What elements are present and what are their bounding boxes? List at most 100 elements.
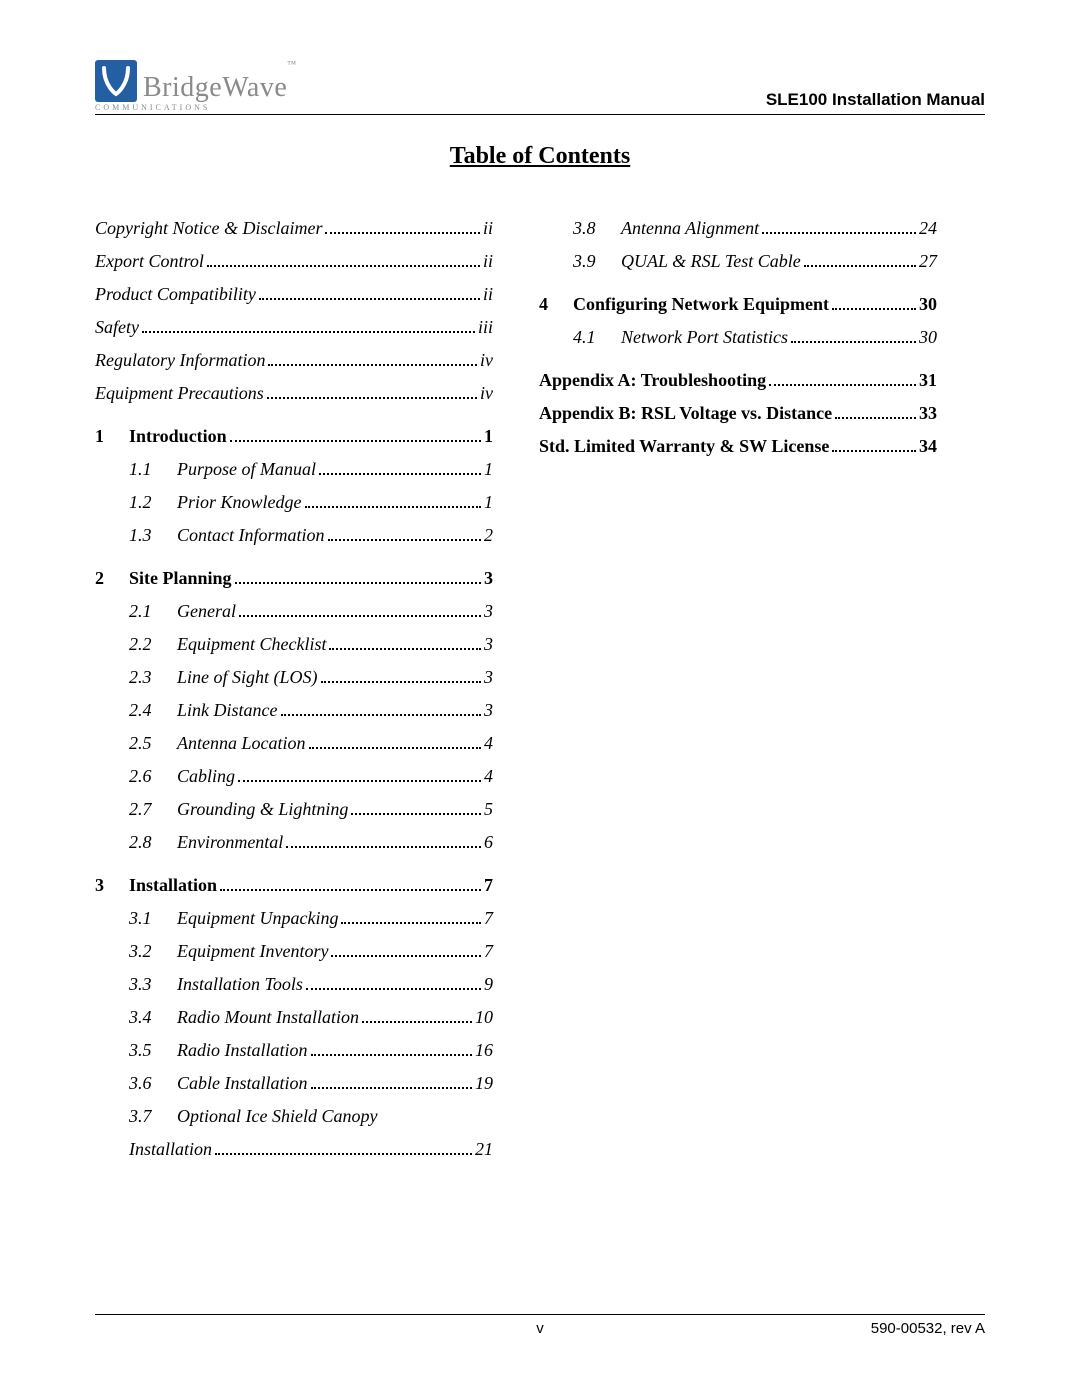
toc-subsection-number: 1.3 — [129, 525, 177, 546]
toc-entry: Safetyiii — [95, 317, 493, 338]
toc-entry: Copyright Notice & Disclaimerii — [95, 218, 493, 239]
toc-page-number: iv — [480, 383, 493, 404]
wave-icon — [99, 64, 133, 98]
toc-entry: Appendix B: RSL Voltage vs. Distance33 — [539, 403, 937, 424]
toc-subsection-number: 4.1 — [573, 327, 621, 348]
toc-label: Purpose of Manual — [177, 459, 316, 480]
toc-subsection-number: 3.8 — [573, 218, 621, 239]
toc-subsection-number: 1.2 — [129, 492, 177, 513]
toc-leader-dots — [230, 440, 481, 442]
toc-subsection-number: 2.7 — [129, 799, 177, 820]
toc-entry: 1.3Contact Information2 — [95, 525, 493, 546]
toc-label: QUAL & RSL Test Cable — [621, 251, 801, 272]
toc-entry: 3.1Equipment Unpacking7 — [95, 908, 493, 929]
page-footer: v 590-00532, rev A — [95, 1314, 985, 1337]
toc-entry: 2Site Planning3 — [95, 568, 493, 589]
toc-leader-dots — [325, 232, 480, 234]
toc-leader-dots — [791, 341, 916, 343]
toc-entry: Regulatory Informationiv — [95, 350, 493, 371]
toc-subsection-number: 2.8 — [129, 832, 177, 853]
toc-leader-dots — [281, 714, 482, 716]
toc-leader-dots — [286, 846, 481, 848]
toc-label: Equipment Unpacking — [177, 908, 338, 929]
toc-column-right: 3.8Antenna Alignment 24 3.9QUAL & RSL Test… — [539, 218, 937, 1172]
toc-page-number: 3 — [484, 634, 493, 655]
page-header: BridgeWave™ COMMUNICATIONS SLE100 Instal… — [95, 60, 985, 115]
toc-entry: 3.7Optional Ice Shield Canopy — [95, 1106, 493, 1127]
toc-page-number: 1 — [484, 492, 493, 513]
toc-leader-dots — [328, 539, 482, 541]
toc-leader-dots — [362, 1021, 472, 1023]
toc-page-number: 7 — [484, 875, 493, 896]
toc-entry: 2.6Cabling4 — [95, 766, 493, 787]
toc-label: Antenna Alignment — [621, 218, 759, 239]
toc-entry: Std. Limited Warranty & SW License34 — [539, 436, 937, 457]
toc-leader-dots — [832, 450, 916, 452]
toc-entry: 2.1General3 — [95, 601, 493, 622]
toc-subsection-number: 2.2 — [129, 634, 177, 655]
toc-label: Equipment Precautions — [95, 383, 264, 404]
toc-label: Export Control — [95, 251, 204, 272]
toc-page-number: 31 — [919, 370, 937, 391]
toc-heading: Table of Contents — [95, 143, 985, 170]
brand-tm: ™ — [287, 59, 296, 69]
toc-label: General — [177, 601, 236, 622]
toc-subsection-number: 3.2 — [129, 941, 177, 962]
toc-page-number: 24 — [919, 218, 937, 239]
toc-label: Radio Mount Installation — [177, 1007, 359, 1028]
toc-page-number: 1 — [484, 459, 493, 480]
toc-label: Equipment Inventory — [177, 941, 328, 962]
toc-page-number: 19 — [475, 1073, 493, 1094]
toc-page-number: 34 — [919, 436, 937, 457]
toc-page-number: 4 — [484, 766, 493, 787]
toc-entry: 2.8Environmental6 — [95, 832, 493, 853]
toc-leader-dots — [142, 331, 475, 333]
toc-leader-dots — [311, 1087, 473, 1089]
toc-page-number: 6 — [484, 832, 493, 853]
toc-subsection-number: 3.3 — [129, 974, 177, 995]
toc-label: Configuring Network Equipment — [573, 294, 829, 315]
toc-label: Contact Information — [177, 525, 325, 546]
toc-entry: 3.9QUAL & RSL Test Cable 27 — [539, 251, 937, 272]
toc-subsection-number: 3.4 — [129, 1007, 177, 1028]
toc-leader-dots — [311, 1054, 473, 1056]
toc-entry: Installation21 — [95, 1139, 493, 1160]
toc-page-number: ii — [483, 284, 493, 305]
toc-entry: 3.2Equipment Inventory7 — [95, 941, 493, 962]
toc-label: Installation Tools — [177, 974, 303, 995]
toc-label: Appendix B: RSL Voltage vs. Distance — [539, 403, 832, 424]
toc-label: Optional Ice Shield Canopy — [177, 1106, 377, 1127]
toc-leader-dots — [835, 417, 916, 419]
toc-leader-dots — [239, 615, 481, 617]
toc-page-number: 27 — [919, 251, 937, 272]
brand-logo: BridgeWave™ COMMUNICATIONS — [95, 60, 297, 112]
toc-leader-dots — [351, 813, 481, 815]
toc-leader-dots — [341, 922, 481, 924]
toc-label: Antenna Location — [177, 733, 306, 754]
toc-entry: 1.1Purpose of Manual1 — [95, 459, 493, 480]
toc-entry: 2.7Grounding & Lightning5 — [95, 799, 493, 820]
toc-entry: Appendix A: Troubleshooting31 — [539, 370, 937, 391]
toc-entry: 3Installation7 — [95, 875, 493, 896]
toc-section-number: 2 — [95, 568, 129, 589]
toc-leader-dots — [762, 232, 916, 234]
toc-label: Link Distance — [177, 700, 278, 721]
toc-leader-dots — [321, 681, 481, 683]
toc-subsection-number: 2.5 — [129, 733, 177, 754]
toc-leader-dots — [259, 298, 480, 300]
toc-label: Cabling — [177, 766, 235, 787]
toc-entry: 1.2Prior Knowledge1 — [95, 492, 493, 513]
toc-page-number: 30 — [919, 327, 937, 348]
toc-subsection-number: 2.3 — [129, 667, 177, 688]
toc-subsection-number: 3.9 — [573, 251, 621, 272]
toc-entry: 2.2Equipment Checklist3 — [95, 634, 493, 655]
toc-subsection-number: 3.7 — [129, 1106, 177, 1127]
toc-page-number: 16 — [475, 1040, 493, 1061]
toc-entry: 2.4Link Distance3 — [95, 700, 493, 721]
toc-label: Product Compatibility — [95, 284, 256, 305]
toc-leader-dots — [319, 473, 481, 475]
toc-leader-dots — [207, 265, 480, 267]
toc-entry: 3.6Cable Installation19 — [95, 1073, 493, 1094]
toc-label: Installation — [129, 875, 217, 896]
toc-label: Line of Sight (LOS) — [177, 667, 318, 688]
